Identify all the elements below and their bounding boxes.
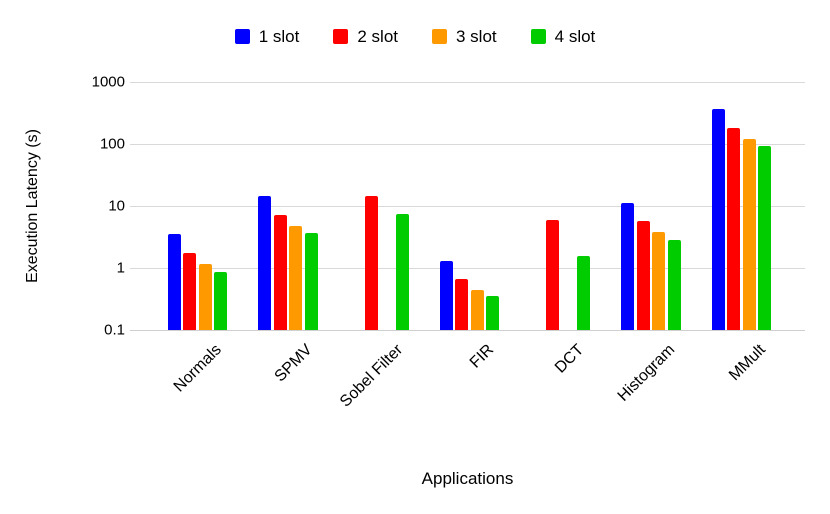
gridline [130, 143, 805, 145]
gridline [130, 329, 805, 331]
bar-mmult-4-slot [758, 146, 772, 330]
bar-fir-2-slot [455, 279, 469, 330]
legend-label: 4 slot [554, 27, 596, 46]
bar-spmv-2-slot [273, 214, 287, 330]
legend-swatch-4-slot [530, 29, 546, 44]
bar-normals-1-slot [167, 233, 181, 330]
legend: 1 slot 2 slot 3 slot 4 slot [0, 28, 830, 45]
bar-sobel-filter-4-slot [395, 213, 409, 330]
bar-group-dct [515, 82, 606, 330]
bars-layer [130, 82, 805, 330]
legend-item-4-slot: 4 slot [530, 27, 596, 46]
bar-spmv-3-slot [289, 225, 303, 330]
legend-label: 1 slot [258, 27, 300, 46]
bar-dct-4-slot [576, 255, 590, 330]
bar-fir-3-slot [470, 289, 484, 330]
bar-histogram-4-slot [667, 240, 681, 330]
legend-item-3-slot: 3 slot [432, 28, 497, 45]
bar-spmv-1-slot [258, 196, 272, 330]
x-tick-label-spmv: SPMV [271, 341, 316, 386]
bar-histogram-3-slot [652, 231, 666, 330]
bar-mmult-1-slot [711, 108, 725, 330]
bar-mmult-3-slot [742, 138, 756, 330]
legend-swatch-1-slot [234, 29, 250, 44]
bar-mmult-2-slot [727, 128, 741, 330]
gridline [130, 205, 805, 207]
bar-sobel-filter-2-slot [364, 196, 378, 330]
y-tick-label: 100 [99, 135, 125, 153]
bar-group-spmv [243, 82, 334, 330]
y-tick-label: 1 [116, 259, 125, 277]
bar-spmv-4-slot [304, 232, 318, 330]
x-axis-labels: Normals SPMV Sobel Filter FIR DCT Histogram MM… [130, 82, 805, 410]
bar-normals-2-slot [183, 252, 197, 330]
bar-group-normals [152, 82, 243, 330]
legend-label: 3 slot [456, 27, 497, 46]
plot-area: Normals SPMV Sobel Filter FIR DCT Histogram MM… [130, 81, 805, 411]
y-tick-label: 10 [108, 197, 125, 215]
bar-fir-4-slot [486, 296, 500, 330]
bar-dct-2-slot [545, 219, 559, 330]
bar-group-fir [424, 82, 515, 330]
bar-normals-3-slot [198, 264, 212, 330]
legend-item-1-slot: 1 slot [234, 27, 300, 46]
y-axis-ticks: 1000 100 10 1 0.1 [0, 75, 125, 338]
bar-histogram-1-slot [621, 202, 635, 330]
gridline [130, 81, 805, 83]
bar-group-histogram [606, 82, 697, 330]
legend-swatch-3-slot [432, 29, 447, 44]
bar-histogram-2-slot [636, 220, 650, 330]
x-tick-label-mmult: MMult [726, 341, 769, 385]
legend-label: 2 slot [357, 27, 398, 46]
bar-group-mmult [696, 82, 787, 330]
x-tick-label-dct: DCT [552, 341, 588, 377]
legend-item-2-slot: 2 slot [333, 28, 398, 45]
bar-fir-1-slot [439, 260, 453, 330]
x-tick-label-histogram: Histogram [614, 341, 679, 405]
y-tick-label: 1000 [91, 73, 125, 91]
gridline [130, 267, 805, 269]
y-tick-label: 0.1 [104, 321, 125, 339]
bar-group-sobel-filter [333, 82, 424, 330]
bar-normals-4-slot [214, 271, 228, 330]
legend-swatch-2-slot [333, 29, 349, 44]
x-tick-label-fir: FIR [466, 341, 497, 372]
x-tick-label-normals: Normals [170, 341, 225, 396]
x-tick-label-sobel-filter: Sobel Filter [336, 341, 407, 411]
x-axis-title: Applications [421, 469, 514, 488]
